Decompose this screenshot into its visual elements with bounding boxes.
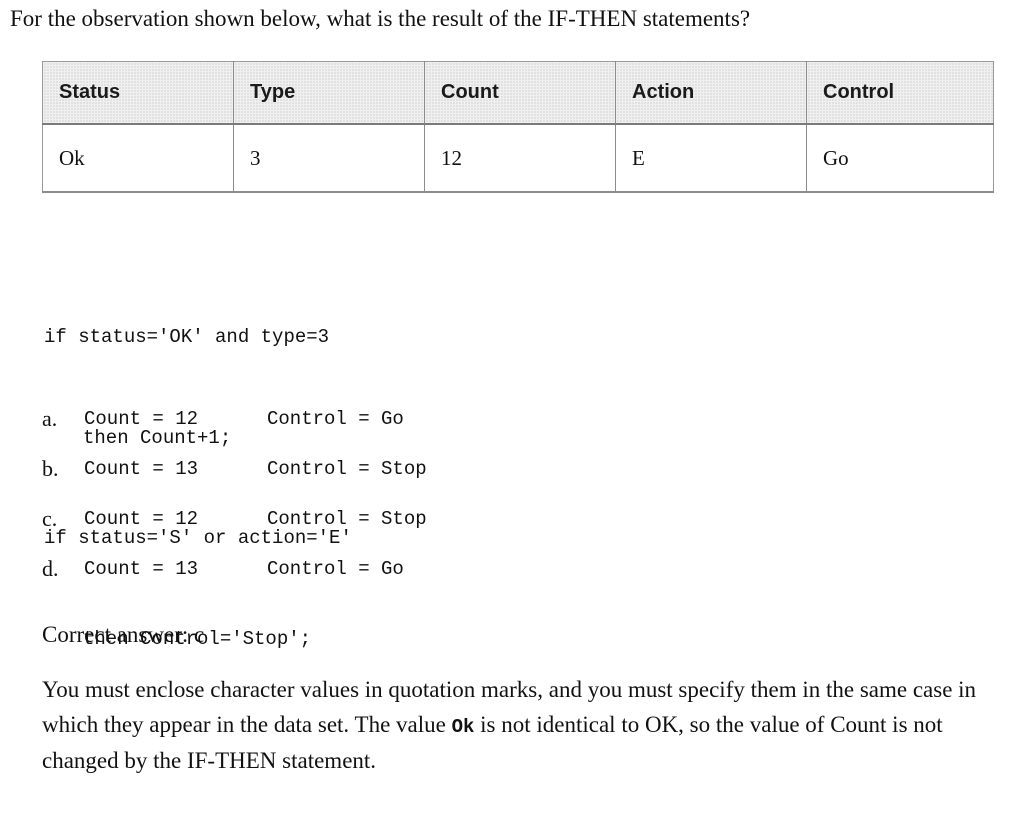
observation-table: Status Type Count Action Control Ok 3 12… [42, 61, 994, 193]
column-header-type: Type [233, 61, 425, 125]
option-count: Count = 12 [84, 408, 199, 430]
explanation-text: You must enclose character values in quo… [42, 673, 997, 779]
code-line: if status='S' or action='E' [44, 527, 352, 549]
column-header-status: Status [42, 61, 234, 125]
option-letter: d. [42, 556, 59, 581]
answer-option-a[interactable]: a. Count = 12 Control = Go [42, 404, 404, 434]
code-block: if status='OK' and type=3 then Count+1; … [44, 254, 352, 690]
explanation-part: You must enclose character values in quo… [42, 677, 977, 737]
cell-type: 3 [233, 124, 425, 193]
answer-option-d[interactable]: d. Count = 13 Control = Go [42, 554, 404, 584]
option-letter: a. [42, 406, 58, 431]
table-row: Ok 3 12 E Go [42, 124, 994, 193]
answer-option-b[interactable]: b. Count = 13 Control = Stop [42, 454, 427, 484]
cell-control: Go [806, 124, 994, 193]
option-letter: c. [42, 506, 58, 531]
option-control: Control = Stop [267, 508, 427, 530]
option-count: Count = 12 [84, 508, 199, 530]
option-letter: b. [42, 456, 59, 481]
correct-answer: Correct answer: c [42, 622, 205, 647]
explanation-part: is not identical to OK, so the value of … [42, 711, 943, 774]
option-count: Count = 13 [84, 458, 199, 480]
option-control: Control = Stop [267, 458, 427, 480]
column-header-action: Action [615, 61, 807, 125]
table-header-row: Status Type Count Action Control [42, 61, 994, 125]
code-line: then Count+1; [83, 426, 232, 449]
question-text: For the observation shown below, what is… [10, 6, 751, 31]
option-count: Count = 13 [84, 558, 199, 580]
option-control: Control = Go [267, 408, 404, 430]
cell-action: E [615, 124, 807, 193]
option-control: Control = Go [267, 558, 404, 580]
column-header-control: Control [806, 61, 994, 125]
inline-code: Ok [451, 715, 475, 738]
answer-option-c[interactable]: c. Count = 12 Control = Stop [42, 504, 427, 534]
code-line: if status='OK' and type=3 [44, 326, 330, 348]
cell-status: Ok [42, 124, 234, 193]
code-line: then Control='Stop'; [83, 627, 312, 650]
cell-count: 12 [424, 124, 616, 193]
column-header-count: Count [424, 61, 616, 125]
